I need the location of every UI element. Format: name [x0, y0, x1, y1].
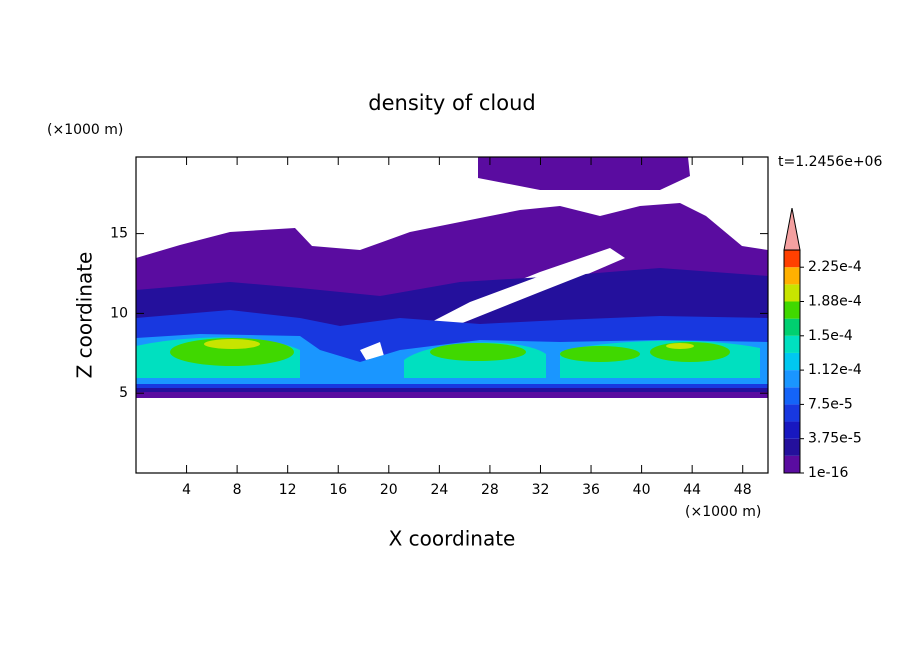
- y-tick-label: 10: [110, 305, 128, 321]
- colorbar-band: [784, 404, 800, 422]
- y-tick-label: 15: [110, 226, 128, 242]
- x-axis-title: X coordinate: [389, 527, 516, 551]
- y-tick-label: 5: [119, 385, 128, 401]
- colorbar-band: [784, 335, 800, 353]
- x-tick-label: 36: [582, 482, 600, 498]
- x-tick-label: 40: [633, 482, 651, 498]
- colorbar-tick-label: 1.88e-4: [808, 294, 862, 310]
- colorbar-band: [784, 387, 800, 405]
- x-tick-label: 32: [532, 482, 550, 498]
- colorbar-band: [784, 455, 800, 473]
- x-tick-label: 16: [329, 482, 347, 498]
- colorbar-tick-label: 7.5e-5: [808, 396, 853, 412]
- x-tick-label: 12: [279, 482, 297, 498]
- colorbar-band: [784, 267, 800, 285]
- y-unit: (×1000 m): [47, 122, 123, 138]
- x-tick-label: 44: [683, 482, 701, 498]
- colorbar-tick-label: 1.5e-4: [808, 328, 853, 344]
- colorbar-band: [784, 370, 800, 388]
- colorbar-extend: [783, 207, 801, 251]
- x-tick-label: 4: [182, 482, 191, 498]
- colorbar-band: [784, 250, 800, 268]
- x-unit: (×1000 m): [685, 504, 761, 520]
- colorbar-tick-label: 3.75e-5: [808, 431, 862, 447]
- colorbar-tick-label: 1e-16: [808, 465, 848, 481]
- contour-field: [136, 157, 768, 398]
- x-tick-label: 24: [430, 482, 448, 498]
- colorbar-tick-label: 1.12e-4: [808, 362, 862, 378]
- colorbar-band: [784, 318, 800, 336]
- x-tick-label: 8: [233, 482, 242, 498]
- plot-frame: [135, 156, 769, 474]
- x-tick-label: 20: [380, 482, 398, 498]
- y-axis-title: Z coordinate: [73, 252, 97, 379]
- colorbar-band: [784, 421, 800, 439]
- time-label: t=1.2456e+06: [778, 154, 882, 170]
- x-tick-label: 28: [481, 482, 499, 498]
- colorbar-frame: [783, 249, 801, 474]
- colorbar-band: [784, 301, 800, 319]
- colorbar-band: [784, 284, 800, 302]
- colorbar-band: [784, 352, 800, 371]
- colorbar-band: [784, 438, 800, 456]
- chart-title: density of cloud: [368, 91, 535, 115]
- x-tick-label: 48: [734, 482, 752, 498]
- colorbar-tick-label: 2.25e-4: [808, 259, 862, 275]
